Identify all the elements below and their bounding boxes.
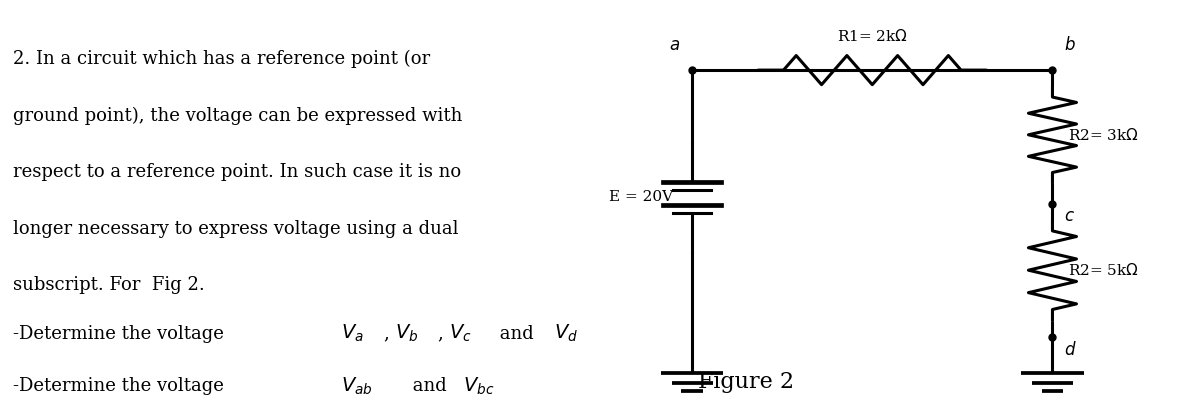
Text: respect to a reference point. In such case it is no: respect to a reference point. In such ca… <box>13 163 461 181</box>
Text: and: and <box>494 325 539 343</box>
Text: ,: , <box>437 325 443 343</box>
Text: $V_d$: $V_d$ <box>554 323 578 344</box>
Text: $V_b$: $V_b$ <box>395 323 419 344</box>
Text: E = 20V: E = 20V <box>609 190 673 204</box>
Text: and: and <box>407 377 453 395</box>
Text: $V_{bc}$: $V_{bc}$ <box>462 375 494 396</box>
Text: ,: , <box>383 325 389 343</box>
Text: $a$: $a$ <box>669 37 680 54</box>
Text: subscript. For  Fig 2.: subscript. For Fig 2. <box>13 276 205 294</box>
Text: $d$: $d$ <box>1064 341 1078 359</box>
Text: -Determine the voltage: -Determine the voltage <box>13 377 230 395</box>
Text: $V_a$: $V_a$ <box>342 323 364 344</box>
Text: $V_{ab}$: $V_{ab}$ <box>342 375 373 396</box>
Text: 2. In a circuit which has a reference point (or: 2. In a circuit which has a reference po… <box>13 50 431 68</box>
Text: R2= 5k$\Omega$: R2= 5k$\Omega$ <box>1068 262 1139 278</box>
Text: R2= 3k$\Omega$: R2= 3k$\Omega$ <box>1068 127 1139 143</box>
Text: $c$: $c$ <box>1064 208 1075 225</box>
Text: Figure 2: Figure 2 <box>698 372 795 394</box>
Text: $b$: $b$ <box>1064 36 1076 54</box>
Text: R1= 2k$\Omega$: R1= 2k$\Omega$ <box>837 28 908 44</box>
Text: longer necessary to express voltage using a dual: longer necessary to express voltage usin… <box>13 220 459 238</box>
Text: -Determine the voltage: -Determine the voltage <box>13 325 230 343</box>
Text: $V_c$: $V_c$ <box>449 323 472 344</box>
Text: ground point), the voltage can be expressed with: ground point), the voltage can be expres… <box>13 107 462 125</box>
